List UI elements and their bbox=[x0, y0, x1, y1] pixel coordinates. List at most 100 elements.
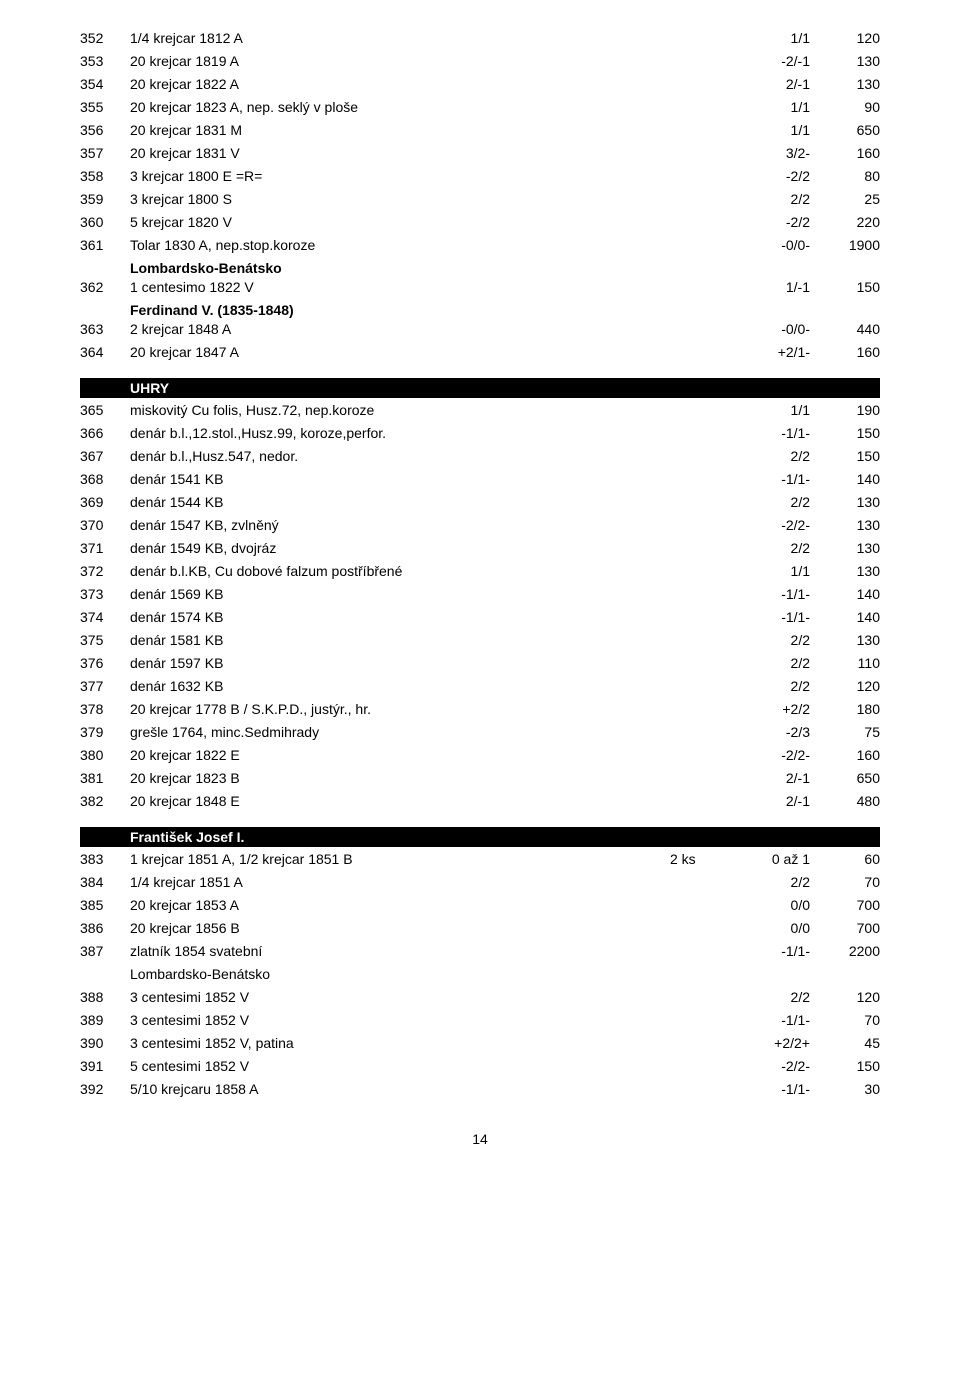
lot-price: 140 bbox=[810, 609, 880, 625]
lot-number: 375 bbox=[80, 632, 130, 648]
lot-grade: 1/1 bbox=[730, 30, 810, 46]
lot-description: 3 krejcar 1800 S bbox=[130, 191, 730, 207]
lot-price: 75 bbox=[810, 724, 880, 740]
table-row: 371denár 1549 KB, dvojráz2/2130 bbox=[80, 540, 880, 560]
table-row: 3521/4 krejcar 1812 A1/1120 bbox=[80, 30, 880, 50]
lot-price: 190 bbox=[810, 402, 880, 418]
table-row: 361Tolar 1830 A, nep.stop.koroze-0/0-190… bbox=[80, 237, 880, 257]
lot-price: 2200 bbox=[810, 943, 880, 959]
lot-description: 20 krejcar 1823 A, nep. seklý v ploše bbox=[130, 99, 730, 115]
lot-description: denár 1597 KB bbox=[130, 655, 730, 671]
lot-description: 20 krejcar 1856 B bbox=[130, 920, 670, 936]
lot-grade: 2/2 bbox=[730, 632, 810, 648]
lot-grade: 2/2 bbox=[730, 540, 810, 556]
lot-number: 359 bbox=[80, 191, 130, 207]
lot-price: 480 bbox=[810, 793, 880, 809]
lot-grade: 0/0 bbox=[730, 897, 810, 913]
lot-price: 130 bbox=[810, 76, 880, 92]
lot-number: 357 bbox=[80, 145, 130, 161]
lot-price: 70 bbox=[810, 1012, 880, 1028]
lot-description: 20 krejcar 1819 A bbox=[130, 53, 730, 69]
lot-number: 379 bbox=[80, 724, 130, 740]
lot-price: 140 bbox=[810, 471, 880, 487]
sub-heading: Lombardsko-Benátsko bbox=[80, 966, 880, 986]
lot-number: 354 bbox=[80, 76, 130, 92]
lot-grade: -2/-1 bbox=[730, 53, 810, 69]
table-row: 35320 krejcar 1819 A-2/-1130 bbox=[80, 53, 880, 73]
table-row: 368denár 1541 KB-1/1-140 bbox=[80, 471, 880, 491]
lot-grade: 2/-1 bbox=[730, 76, 810, 92]
lot-grade: 2/-1 bbox=[730, 770, 810, 786]
table-row: 3593 krejcar 1800 S2/225 bbox=[80, 191, 880, 211]
lot-qty: 2 ks bbox=[670, 851, 730, 867]
table-row: 35420 krejcar 1822 A2/-1130 bbox=[80, 76, 880, 96]
table-row: 3632 krejcar 1848 A-0/0-440 bbox=[80, 321, 880, 341]
lot-description: denár 1632 KB bbox=[130, 678, 730, 694]
table-row: 35520 krejcar 1823 A, nep. seklý v ploše… bbox=[80, 99, 880, 119]
lot-number: 381 bbox=[80, 770, 130, 786]
lot-number: 380 bbox=[80, 747, 130, 763]
lot-number: 369 bbox=[80, 494, 130, 510]
section-header: UHRY bbox=[80, 378, 880, 398]
lot-price: 180 bbox=[810, 701, 880, 717]
lot-description: denár 1544 KB bbox=[130, 494, 730, 510]
lot-description: denár b.l.,12.stol.,Husz.99, koroze,perf… bbox=[130, 425, 730, 441]
lot-number: 385 bbox=[80, 897, 130, 913]
lot-description: 3 centesimi 1852 V, patina bbox=[130, 1035, 670, 1051]
lot-grade: -1/1- bbox=[730, 586, 810, 602]
lot-grade: -1/1- bbox=[730, 1012, 810, 1028]
lot-price: 140 bbox=[810, 586, 880, 602]
lot-price: 60 bbox=[810, 851, 880, 867]
lot-grade: -1/1- bbox=[730, 471, 810, 487]
table-row: 38220 krejcar 1848 E2/-1480 bbox=[80, 793, 880, 813]
lot-grade: -0/0- bbox=[730, 237, 810, 253]
lot-price: 440 bbox=[810, 321, 880, 337]
table-row: 369denár 1544 KB2/2130 bbox=[80, 494, 880, 514]
lot-description: denár 1581 KB bbox=[130, 632, 730, 648]
lot-description: 3 centesimi 1852 V bbox=[130, 1012, 670, 1028]
table-row: 370denár 1547 KB, zvlněný-2/2-130 bbox=[80, 517, 880, 537]
lot-description: 1/4 krejcar 1851 A bbox=[130, 874, 670, 890]
table-row: 3903 centesimi 1852 V, patina+2/2+45 bbox=[80, 1035, 880, 1055]
lot-number: 382 bbox=[80, 793, 130, 809]
lot-price: 1900 bbox=[810, 237, 880, 253]
lot-number: 371 bbox=[80, 540, 130, 556]
lot-description: denár 1547 KB, zvlněný bbox=[130, 517, 730, 533]
table-row: 3583 krejcar 1800 E =R=-2/280 bbox=[80, 168, 880, 188]
lot-description: denár 1549 KB, dvojráz bbox=[130, 540, 730, 556]
lot-description: 5 centesimi 1852 V bbox=[130, 1058, 670, 1074]
lot-price: 160 bbox=[810, 747, 880, 763]
lot-description: 20 krejcar 1848 E bbox=[130, 793, 730, 809]
lot-description: 20 krejcar 1823 B bbox=[130, 770, 730, 786]
lot-number: 372 bbox=[80, 563, 130, 579]
lot-description: 1 krejcar 1851 A, 1/2 krejcar 1851 B bbox=[130, 851, 670, 867]
lot-grade: 2/2 bbox=[730, 655, 810, 671]
lot-number: 352 bbox=[80, 30, 130, 46]
lot-number: 373 bbox=[80, 586, 130, 602]
lot-price: 150 bbox=[810, 1058, 880, 1074]
lot-number: 391 bbox=[80, 1058, 130, 1074]
lot-grade: 1/1 bbox=[730, 402, 810, 418]
table-row: 372denár b.l.KB, Cu dobové falzum postří… bbox=[80, 563, 880, 583]
lot-price: 220 bbox=[810, 214, 880, 230]
lot-grade: -2/2- bbox=[730, 747, 810, 763]
table-row: 3841/4 krejcar 1851 A2/270 bbox=[80, 874, 880, 894]
lot-grade: 0/0 bbox=[730, 920, 810, 936]
table-row: 3915 centesimi 1852 V-2/2-150 bbox=[80, 1058, 880, 1078]
lot-number: 388 bbox=[80, 989, 130, 1005]
lot-grade: -0/0- bbox=[730, 321, 810, 337]
lot-grade: 2/2 bbox=[730, 989, 810, 1005]
table-row: 38120 krejcar 1823 B2/-1650 bbox=[80, 770, 880, 790]
lot-description: 3 centesimi 1852 V bbox=[130, 989, 670, 1005]
sub-heading: Lombardsko-Benátsko bbox=[80, 260, 880, 276]
table-row: 375denár 1581 KB2/2130 bbox=[80, 632, 880, 652]
lot-price: 120 bbox=[810, 989, 880, 1005]
sub-heading: Ferdinand V. (1835-1848) bbox=[80, 302, 880, 318]
lot-description: miskovitý Cu folis, Husz.72, nep.koroze bbox=[130, 402, 730, 418]
lot-grade: 1/1 bbox=[730, 122, 810, 138]
lot-grade: +2/2 bbox=[730, 701, 810, 717]
lot-price: 130 bbox=[810, 53, 880, 69]
table-row: 376denár 1597 KB2/2110 bbox=[80, 655, 880, 675]
lot-description: 20 krejcar 1853 A bbox=[130, 897, 670, 913]
lot-number: 392 bbox=[80, 1081, 130, 1097]
